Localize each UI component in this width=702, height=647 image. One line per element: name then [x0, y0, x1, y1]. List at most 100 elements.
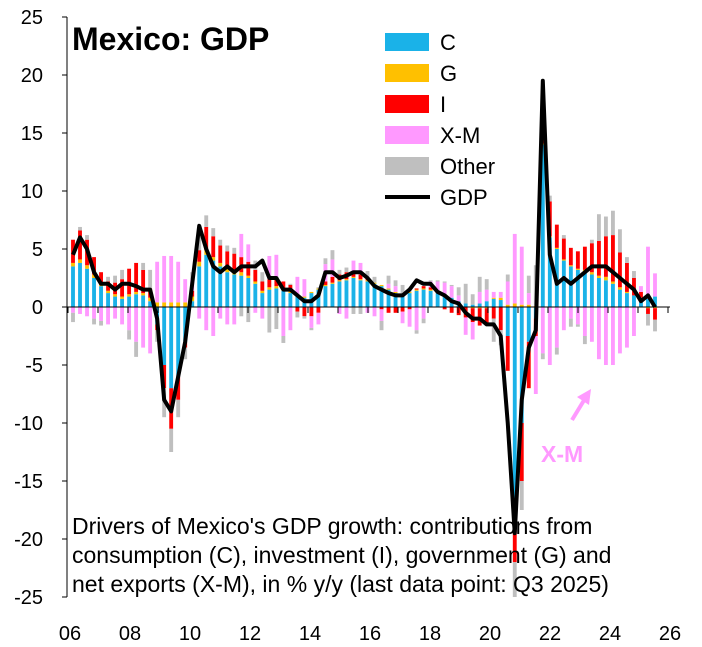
bar-i-26 [253, 269, 258, 282]
bar-c-49 [414, 290, 419, 307]
bar-g-49 [414, 289, 419, 291]
y-tick-label: 20 [21, 65, 43, 87]
bar-c-10 [141, 295, 146, 307]
bar-c-46 [393, 293, 398, 307]
legend-swatch-c [385, 33, 429, 51]
bar-xm-48 [407, 309, 412, 327]
bar-xm-73 [582, 307, 587, 336]
bar-xm-65 [526, 293, 531, 305]
bar-c-8 [127, 296, 132, 307]
annotation-label: X-M [541, 441, 583, 467]
bar-i-64 [519, 423, 524, 481]
bar-i-44 [379, 307, 384, 310]
bar-other-53 [442, 281, 447, 283]
bar-c-1 [78, 262, 82, 307]
y-tick-label: -10 [14, 413, 43, 435]
bar-other-28 [267, 307, 272, 333]
bar-g-24 [239, 272, 244, 276]
bar-other-15 [176, 399, 181, 418]
bar-other-78 [618, 229, 622, 253]
bar-g-75 [596, 275, 601, 278]
bar-xm-13 [162, 255, 167, 303]
annotation-xm: X-M [541, 389, 591, 467]
bar-other-64 [519, 481, 524, 510]
bar-g-33 [302, 296, 307, 298]
bar-other-73 [582, 336, 587, 345]
bar-other-68 [547, 195, 552, 202]
legend-label-i: I [440, 92, 446, 117]
bar-g-77 [611, 281, 615, 284]
bar-i-60 [491, 307, 496, 319]
bar-other-7 [120, 269, 125, 280]
bar-i-23 [232, 253, 237, 272]
chart-note-line: net exports (X-M), in % y/y (last data p… [72, 571, 609, 597]
bar-xm-53 [442, 282, 447, 295]
bar-other-39 [344, 267, 349, 273]
bar-other-5 [106, 276, 110, 282]
bar-xm-68 [547, 307, 552, 365]
bar-i-61 [498, 307, 503, 331]
chart-note-line: Drivers of Mexico's GDP growth: contribu… [72, 513, 592, 539]
bar-i-36 [323, 281, 328, 285]
bar-c-24 [239, 275, 244, 307]
bar-xm-55 [456, 295, 461, 302]
bar-g-76 [603, 276, 608, 281]
bar-xm-34 [309, 316, 314, 328]
bar-i-55 [456, 307, 461, 316]
bar-other-36 [323, 258, 328, 265]
bar-g-63 [512, 303, 517, 307]
bar-g-18 [197, 261, 202, 267]
bar-xm-40 [351, 260, 356, 273]
y-tick-label: 0 [32, 297, 43, 319]
bar-c-76 [603, 280, 608, 307]
bar-g-36 [323, 284, 328, 287]
bar-i-28 [267, 279, 272, 288]
bar-xm-22 [225, 307, 230, 325]
bar-xm-77 [611, 307, 615, 365]
bar-xm-78 [618, 307, 622, 354]
legend-swatch-xm [385, 126, 429, 144]
bar-xm-59 [484, 289, 489, 302]
bar-xm-60 [491, 291, 496, 298]
bar-g-12 [155, 302, 160, 307]
bar-i-83 [653, 308, 657, 320]
bar-other-30 [281, 336, 286, 343]
legend-swatch-i [385, 95, 429, 113]
bar-g-1 [78, 259, 82, 263]
bar-i-51 [428, 287, 433, 290]
bar-c-30 [281, 290, 286, 307]
bar-xm-81 [639, 286, 643, 292]
bar-c-31 [288, 293, 293, 307]
bar-c-36 [323, 286, 328, 307]
bar-xm-38 [337, 307, 342, 314]
bar-other-46 [393, 280, 398, 287]
bar-g-2 [85, 265, 89, 269]
x-tick-label: 22 [539, 623, 561, 645]
bar-c-79 [625, 293, 629, 307]
bar-g-60 [491, 297, 496, 299]
bar-xm-24 [239, 233, 244, 258]
bar-xm-33 [302, 279, 307, 297]
bar-other-82 [646, 313, 650, 326]
y-tick-label: 10 [21, 181, 43, 203]
bar-xm-0 [71, 307, 75, 313]
bar-i-73 [582, 246, 587, 270]
bar-g-48 [407, 291, 412, 294]
bar-xm-19 [204, 307, 209, 331]
bar-c-53 [442, 295, 447, 307]
bar-i-10 [141, 269, 146, 294]
bar-i-46 [393, 307, 398, 313]
bar-i-70 [561, 238, 566, 260]
bar-c-47 [400, 295, 405, 307]
bar-xm-12 [155, 261, 160, 303]
bar-i-82 [646, 308, 650, 314]
chart-note-line: consumption (C), investment (I), governm… [72, 542, 611, 568]
bar-i-22 [225, 251, 230, 269]
bar-c-43 [372, 283, 377, 307]
bar-c-62 [505, 307, 510, 336]
bar-other-25 [246, 307, 251, 323]
bar-xm-7 [120, 307, 125, 325]
bar-i-8 [127, 268, 132, 295]
x-tick-label: 20 [479, 623, 501, 645]
bar-other-42 [365, 271, 370, 278]
